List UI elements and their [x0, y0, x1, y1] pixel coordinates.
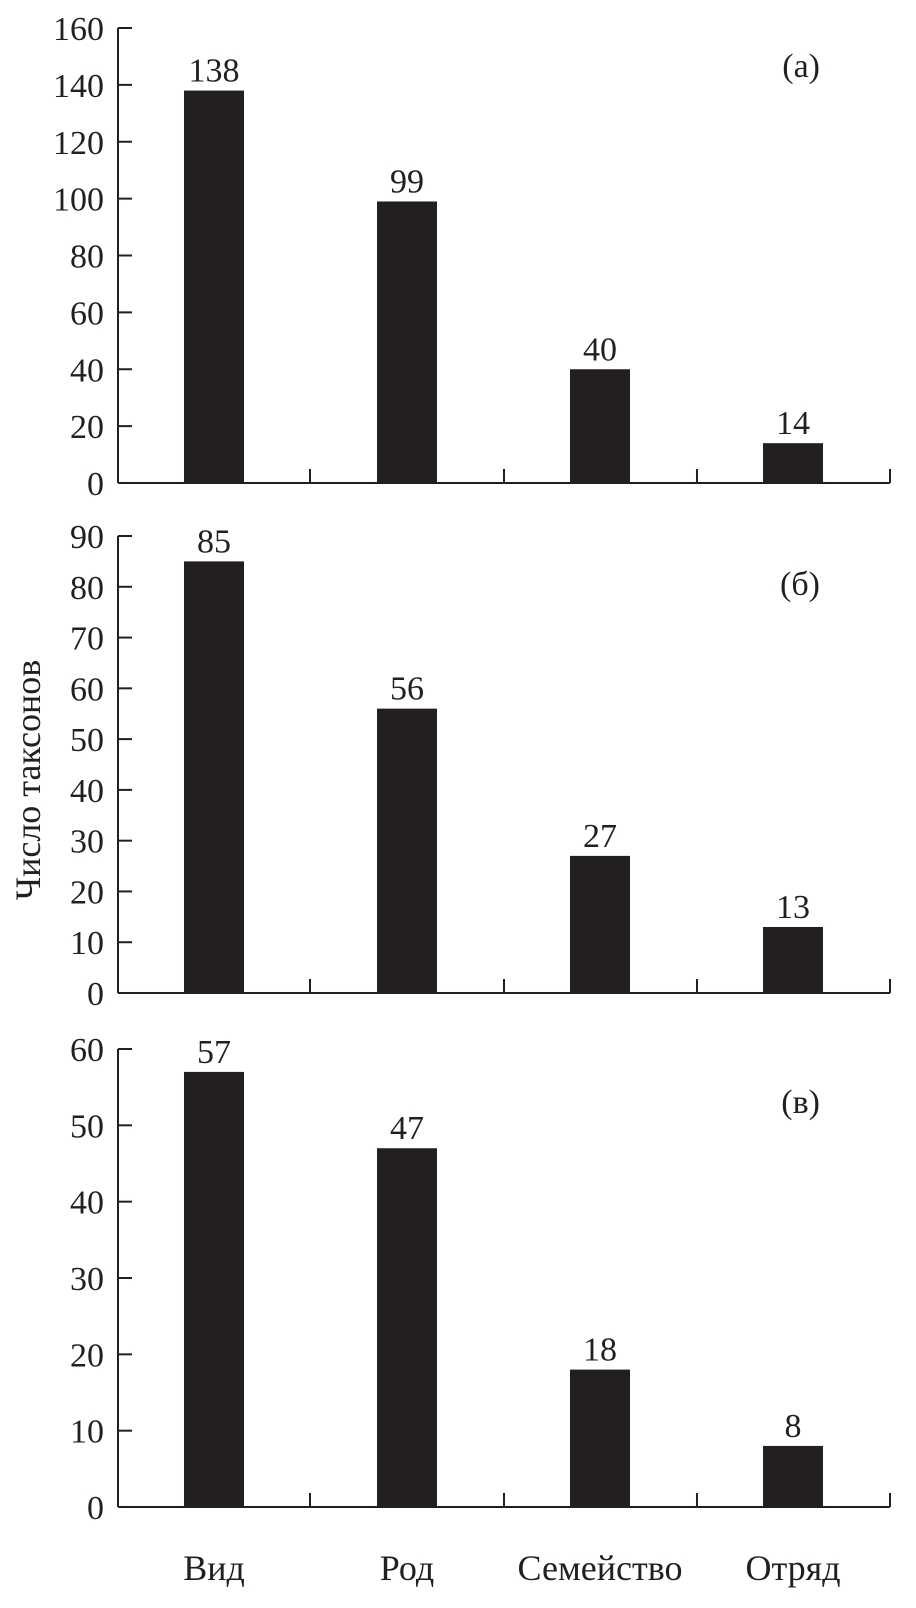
bar-Род: [377, 201, 437, 483]
bar-Семейство: [570, 855, 630, 993]
bar-Отряд: [763, 926, 823, 993]
bar-value-label: 13: [776, 889, 810, 926]
y-tick-label: 0: [87, 466, 104, 503]
y-tick-label: 30: [70, 824, 104, 861]
y-tick-label: 0: [87, 976, 104, 1013]
panel-label: (а): [782, 48, 820, 85]
bar-value-label: 18: [583, 1332, 617, 1369]
bar-value-label: 14: [776, 405, 810, 442]
y-tick-label: 20: [70, 1337, 104, 1374]
panel-1: 0 20 40 60 80 100 120 140 160 138 99 40 14 (а): [53, 11, 891, 503]
bar-value-label: 40: [583, 331, 617, 368]
bar-Отряд: [763, 443, 823, 483]
y-tick-label: 10: [70, 1414, 104, 1451]
y-tick-label: 40: [70, 773, 104, 810]
bar-Род: [377, 708, 437, 993]
bar-value-label: 56: [390, 671, 424, 708]
y-tick-label: 160: [53, 11, 104, 48]
x-category-label: Вид: [183, 1548, 245, 1588]
y-tick-label: 80: [70, 239, 104, 276]
bar-Семейство: [570, 1369, 630, 1507]
bar-Род: [377, 1148, 437, 1507]
bar-value-label: 8: [785, 1408, 802, 1445]
bar-value-label: 57: [197, 1034, 231, 1071]
panel-2: 0 10 20 30 40 50 60 70 80 90 85 56 27 13 (б): [70, 519, 891, 1013]
bar-value-label: 47: [390, 1110, 424, 1147]
y-tick-label: 100: [53, 182, 104, 219]
bar-value-label: 27: [583, 818, 617, 855]
y-tick-label: 120: [53, 125, 104, 162]
bar-value-label: 99: [390, 163, 424, 200]
y-tick-label: 20: [70, 409, 104, 446]
bar-value-label: 85: [197, 523, 231, 560]
y-tick-label: 60: [70, 295, 104, 332]
x-category-label: Отряд: [745, 1548, 840, 1588]
bar-Вид: [184, 561, 244, 993]
x-axis-categories: Вид Род Семейство Отряд: [183, 1548, 840, 1588]
x-category-label: Род: [380, 1548, 434, 1588]
bar-Семейство: [570, 369, 630, 483]
bar-Вид: [184, 1071, 244, 1507]
y-tick-label: 0: [87, 1490, 104, 1527]
y-tick-label: 90: [70, 519, 104, 556]
y-tick-label: 60: [70, 671, 104, 708]
y-tick-label: 40: [70, 1185, 104, 1222]
y-tick-label: 140: [53, 68, 104, 105]
panel-label: (б): [780, 566, 820, 603]
y-tick-label: 10: [70, 925, 104, 962]
y-tick-label: 80: [70, 570, 104, 607]
panel-label: (в): [781, 1084, 820, 1121]
chart-panels: 020406080100120140160138994014(а)0102030…: [53, 11, 891, 1527]
y-tick-label: 50: [70, 722, 104, 759]
panel-3: 0 10 20 30 40 50 60 57 47 18 8 (в): [70, 1032, 891, 1527]
y-tick-label: 20: [70, 874, 104, 911]
y-axis-label: Число таксонов: [8, 660, 48, 901]
y-tick-label: 50: [70, 1108, 104, 1145]
y-tick-label: 40: [70, 352, 104, 389]
y-tick-label: 70: [70, 621, 104, 658]
y-tick-label: 30: [70, 1261, 104, 1298]
bar-Вид: [184, 90, 244, 483]
bar-Отряд: [763, 1445, 823, 1507]
bar-value-label: 138: [189, 53, 240, 90]
x-category-label: Семейство: [518, 1548, 683, 1588]
y-tick-label: 60: [70, 1032, 104, 1069]
